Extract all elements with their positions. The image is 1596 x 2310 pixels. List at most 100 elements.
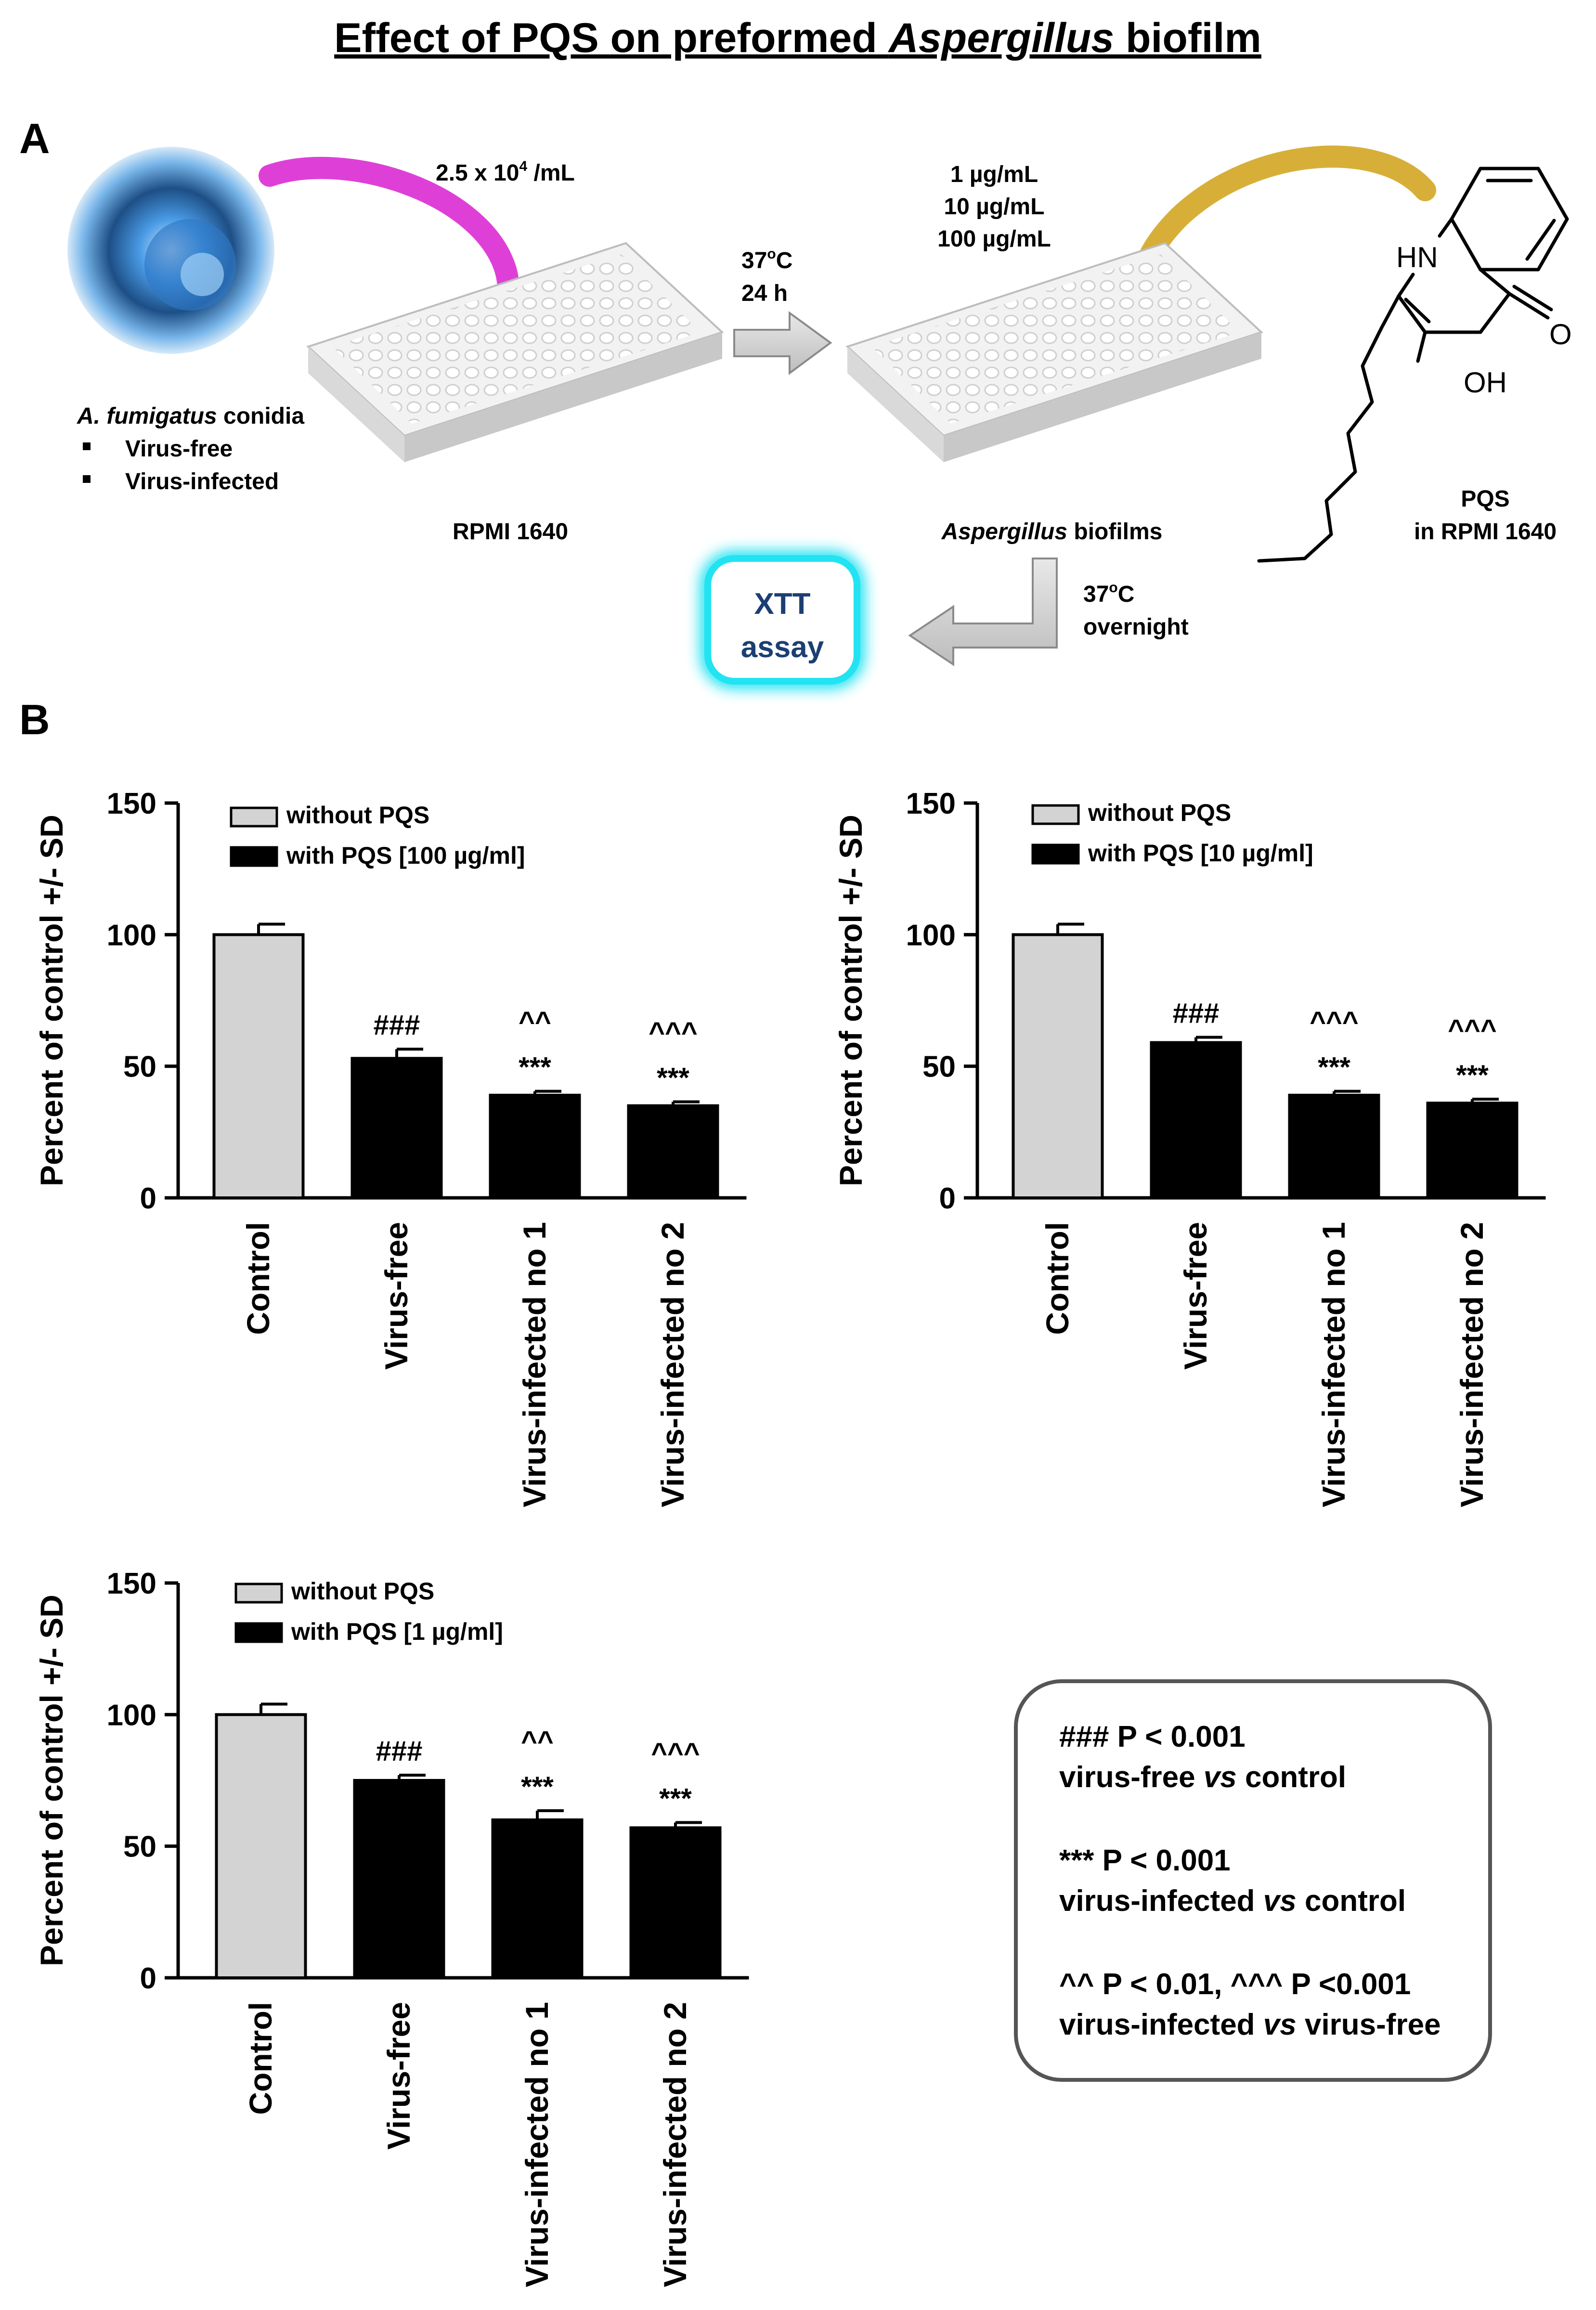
y-tick-label: 150 [107, 787, 156, 820]
bar [1426, 1102, 1518, 1199]
legend-label-with-pqs: with PQS [1 µg/ml] [291, 1618, 503, 1645]
step2-time: overnight [1083, 614, 1189, 640]
x-tick-label: Virus-free [381, 2002, 416, 2150]
plate1-label: RPMI 1640 [453, 519, 568, 545]
bar [629, 1826, 722, 1979]
significance-line-part: *** P < 0.001 [1059, 1844, 1231, 1877]
y-tick-label: 0 [140, 1182, 156, 1215]
bar [215, 1713, 307, 1979]
significance-mark: ### [376, 1736, 423, 1767]
title-em: Aspergillus [888, 15, 1114, 61]
pqs-molecule-structure [1257, 167, 1569, 563]
dose-1: 1 µg/mL [950, 162, 1038, 187]
x-tick-label: Virus-free [1178, 1222, 1213, 1370]
pqs-atom-o: O [1549, 318, 1572, 350]
pqs-medium-label: in RPMI 1640 [1414, 519, 1557, 545]
legend-label-without-pqs: without PQS [291, 1578, 434, 1605]
bar [489, 1093, 581, 1200]
legend-label-without-pqs: without PQS [1088, 799, 1231, 826]
conidia-item-virus-free: Virus-free [125, 436, 233, 462]
y-tick-label: 150 [107, 1567, 156, 1600]
conidia-bullet [83, 475, 91, 483]
bar-chart-pqs-10: 0 50 100 150 Percent of control +/- SD Contro… [833, 787, 1546, 1507]
xtt-assay-box [700, 550, 865, 689]
y-tick-label: 150 [906, 787, 956, 820]
microplate-2 [845, 242, 1263, 462]
significance-line-part: virus-infected [1059, 1884, 1263, 1918]
significance-text: ### P < 0.001 virus-free vs control *** P … [1059, 1720, 1441, 2041]
bar [1288, 1093, 1380, 1200]
bar [353, 1779, 445, 1979]
step2-temperature: 37oC [1083, 580, 1134, 607]
significance-mark: ^^ [521, 1726, 554, 1757]
conidia-concentration: 2.5 x 104 /mL [436, 158, 575, 186]
conidia-bullet [83, 442, 91, 450]
significance-mark: ^^^ [649, 1016, 698, 1048]
significance-box [1014, 1679, 1492, 2082]
significance-line-part: vs [1263, 1884, 1297, 1918]
dose-100: 100 µg/mL [937, 226, 1051, 252]
x-tick-label: Virus-infected no 1 [1316, 1222, 1351, 1507]
bar [1012, 933, 1104, 1200]
significance-line-part: vs [1204, 1761, 1237, 1794]
significance-line: *** P < 0.001 [1059, 1844, 1231, 1877]
significance-mark: *** [1318, 1052, 1350, 1083]
significance-mark: *** [521, 1771, 554, 1803]
title-pre: Effect of PQS on preformed [334, 15, 889, 61]
significance-line-part: control [1297, 1884, 1406, 1918]
significance-line-part: vs [1263, 2008, 1297, 2041]
y-axis-label: Percent of control +/- SD [833, 815, 869, 1186]
significance-line-part: virus-infected [1059, 2008, 1263, 2041]
step1-time: 24 h [741, 281, 788, 306]
x-tick-label: Virus-infected no 1 [519, 2002, 555, 2287]
legend-swatch-without-pqs [1031, 804, 1080, 825]
significance-line-part: ### P < 0.001 [1059, 1720, 1246, 1753]
conidia-image [67, 147, 274, 354]
conidia-title: A. fumigatus conidia [77, 403, 304, 429]
significance-mark: *** [1456, 1060, 1489, 1091]
bar-chart-pqs-1: 0 50 100 150 Percent of control +/- SD Contro… [34, 1567, 749, 2287]
pqs-atom-hn: HN [1396, 241, 1438, 273]
bar [627, 1104, 719, 1200]
legend-swatch-with-pqs [234, 1622, 283, 1643]
legend-swatch-without-pqs [234, 1583, 283, 1604]
conidia-item-virus-infected: Virus-infected [125, 469, 279, 494]
y-tick-label: 100 [107, 919, 156, 952]
bar [350, 1057, 443, 1199]
x-tick-label: Virus-infected no 2 [655, 1222, 690, 1507]
significance-mark: *** [519, 1052, 551, 1083]
significance-line: virus-infected vs control [1059, 1884, 1406, 1918]
legend-label-with-pqs: with PQS [100 µg/ml] [286, 842, 525, 869]
y-tick-label: 50 [123, 1830, 156, 1864]
x-tick-label: Virus-free [378, 1222, 414, 1370]
significance-mark: ^^ [519, 1006, 551, 1038]
bar [491, 1818, 584, 1979]
y-axis-label: Percent of control +/- SD [34, 815, 69, 1186]
significance-line-part: virus-free [1297, 2008, 1441, 2041]
y-tick-label: 100 [906, 919, 956, 952]
significance-line-part: control [1237, 1761, 1346, 1794]
assay-label: assay [741, 631, 824, 664]
y-tick-label: 0 [939, 1182, 956, 1215]
bar-chart-pqs-100: 0 50 100 150 Percent of control +/- SD Contro… [34, 787, 747, 1507]
y-tick-label: 50 [922, 1051, 956, 1084]
step1-arrow-icon [733, 311, 832, 375]
x-tick-label: Virus-infected no 1 [517, 1222, 552, 1507]
x-tick-label: Control [1039, 1222, 1075, 1335]
step2-arrow-icon [908, 558, 1058, 666]
step1-temperature: 37oC [741, 246, 792, 273]
x-tick-label: Control [240, 1222, 276, 1335]
bar [212, 933, 305, 1200]
figure-title: Effect of PQS on preformed Aspergillus b… [334, 15, 1261, 61]
significance-line: virus-infected vs virus-free [1059, 2008, 1441, 2041]
bar [1150, 1041, 1242, 1199]
x-tick-label: Control [243, 2002, 278, 2115]
significance-line: ### P < 0.001 [1059, 1720, 1246, 1753]
significance-mark: *** [659, 1783, 692, 1814]
significance-mark: ### [1173, 998, 1220, 1029]
significance-line-part: virus-free [1059, 1761, 1204, 1794]
xtt-label: XTT [754, 587, 810, 621]
y-tick-label: 100 [107, 1699, 156, 1732]
x-tick-label: Virus-infected no 2 [1454, 1222, 1490, 1507]
